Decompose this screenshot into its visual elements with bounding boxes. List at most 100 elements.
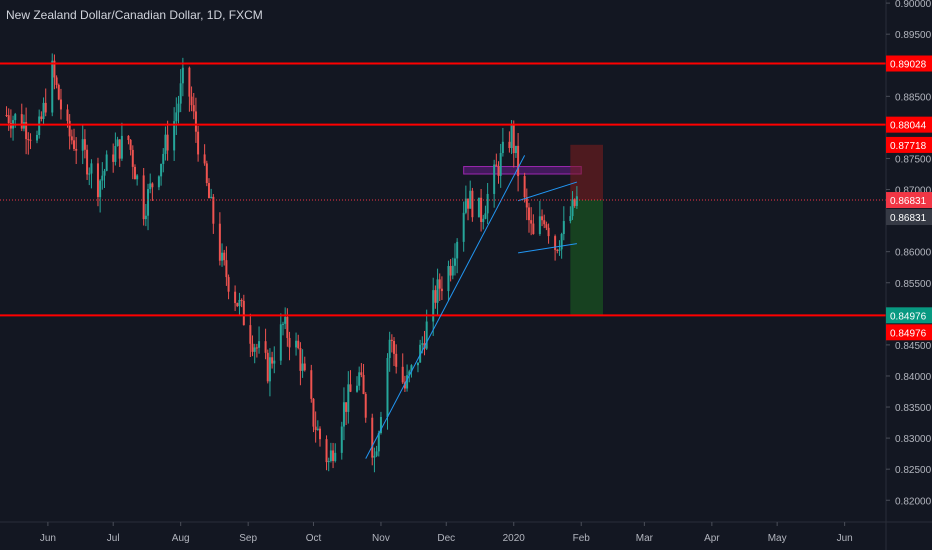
candle-body (57, 84, 60, 100)
x-tick-label: Dec (437, 533, 455, 544)
candle (279, 313, 282, 365)
candle (188, 66, 191, 112)
horizontal-lines-layer (0, 62, 886, 317)
candle-body (403, 382, 406, 389)
candle (432, 277, 435, 336)
candle-body (379, 416, 382, 433)
candle (379, 411, 382, 435)
candle-body (177, 103, 180, 113)
price-label: 0.89028 (886, 55, 932, 72)
candle-body (477, 197, 480, 218)
candle-body (456, 241, 459, 259)
candle (301, 349, 304, 378)
candle-body (295, 340, 298, 348)
candle-body (131, 149, 134, 167)
candle (5, 106, 8, 118)
candle-body (40, 116, 43, 119)
candle-body (236, 303, 239, 307)
candle-body (575, 196, 578, 206)
candle (406, 364, 409, 392)
candle-body (36, 135, 39, 141)
candle (242, 294, 245, 326)
candle (166, 120, 169, 161)
candle-body (7, 115, 10, 124)
candle (112, 143, 115, 173)
candle (234, 285, 237, 311)
candle-body (314, 426, 317, 430)
candle (99, 179, 102, 213)
candle (342, 387, 345, 441)
candle (70, 129, 73, 145)
candle-body (279, 324, 282, 361)
candle-body (375, 451, 378, 456)
candle-body (166, 134, 169, 151)
candle (44, 88, 47, 117)
candle-body (179, 83, 182, 104)
candle-body (55, 77, 58, 85)
candle (314, 411, 317, 443)
candle-body (251, 343, 254, 352)
candle-body (373, 455, 376, 458)
price-label: 0.84976 (886, 324, 932, 341)
candle (75, 137, 78, 165)
candle-body (510, 125, 513, 149)
candle (212, 194, 215, 234)
candle-body (181, 67, 184, 84)
candle (96, 157, 99, 207)
candle (103, 168, 106, 188)
candle (164, 126, 167, 161)
candle (207, 178, 210, 199)
candle (118, 139, 121, 167)
candle-body (388, 339, 391, 358)
candle-body (142, 175, 145, 220)
candle (218, 212, 221, 266)
candle-body (508, 141, 511, 149)
candle-body (556, 249, 559, 251)
candle (538, 200, 541, 236)
candle (495, 153, 498, 167)
candle (362, 363, 365, 395)
candle (116, 136, 119, 147)
candle-body (462, 212, 465, 242)
candle (345, 402, 348, 425)
trendline-1 (365, 155, 526, 459)
candle-body (68, 120, 71, 137)
y-tick-label: 0.85500 (895, 279, 932, 290)
candle-body (541, 216, 544, 221)
candle-body (284, 316, 287, 324)
y-tick-label: 0.84000 (895, 372, 932, 383)
candle-body (393, 340, 396, 354)
candle-body (532, 223, 535, 235)
candle-body (266, 352, 269, 382)
candle (160, 163, 163, 186)
candle (467, 198, 470, 221)
y-tick-label: 0.82500 (895, 465, 932, 476)
candle-body (495, 164, 498, 167)
candle-body (249, 325, 252, 344)
candle-body (530, 220, 533, 224)
candle-body (486, 193, 489, 214)
candle (223, 249, 226, 266)
price-label-text: 0.87718 (890, 141, 927, 152)
candle (416, 362, 419, 373)
candle-body (136, 175, 139, 180)
candle (190, 86, 193, 112)
candle (329, 442, 332, 463)
candle (373, 447, 376, 473)
candle (83, 129, 86, 159)
candle (105, 150, 108, 172)
y-tick-label: 0.90000 (895, 0, 932, 10)
candle (53, 54, 56, 90)
candle (120, 122, 123, 161)
candle-body (105, 154, 108, 171)
candle (9, 109, 12, 138)
candle-body (188, 67, 191, 97)
candle-body (25, 122, 28, 140)
candle (221, 243, 224, 267)
candle (356, 376, 359, 393)
candle-body (223, 252, 226, 261)
candle (255, 343, 258, 358)
candle-body (362, 374, 365, 394)
candle-body (390, 339, 393, 341)
